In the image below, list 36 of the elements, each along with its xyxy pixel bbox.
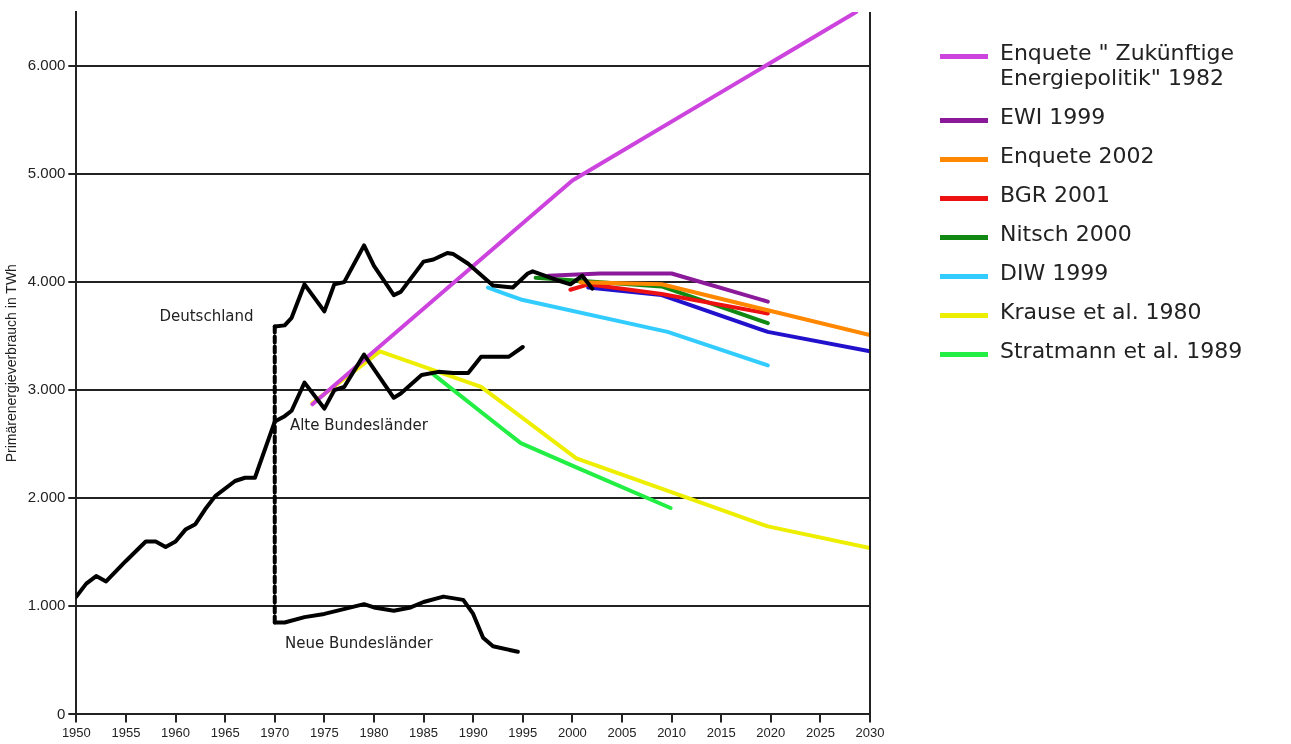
x-tick-label: 1950 [61,724,91,740]
x-tick-label: 1990 [458,724,488,740]
annotation: Alte Bundesländer [289,416,429,435]
x-tick-label: 1955 [111,724,141,740]
x-tick-label: 2025 [805,724,835,740]
x-tick-label: 2005 [607,724,637,740]
y-tick-label: 3.000 [27,380,66,398]
x-tick-label: 2000 [557,724,587,740]
legend-label: BGR 2001 [1000,182,1111,207]
y-tick-label: 1.000 [27,596,66,614]
y-tick-label: 0 [56,704,66,722]
legend-label: DIW 1999 [1000,260,1109,285]
x-tick-label: 1985 [409,724,439,740]
legend-label: Enquete 2002 [1000,143,1155,168]
x-tick-label: 1980 [359,724,389,740]
annotation: Neue Bundesländer [285,634,434,653]
y-tick-label: 5.000 [27,164,66,182]
x-tick-label: 1960 [161,724,191,740]
y-tick-label: 6.000 [27,56,66,74]
y-tick-label: 4.000 [27,272,66,290]
annotation: Deutschland [159,307,254,326]
x-tick-label: 1965 [210,724,240,740]
x-tick-label: 1995 [508,724,538,740]
x-tick-label: 2020 [756,724,786,740]
x-tick-label: 1970 [260,724,290,740]
x-tick-label: 1975 [309,724,339,740]
legend-label: Stratmann et al. 1989 [1000,338,1243,363]
x-tick-label: 2010 [657,724,687,740]
x-tick-label: 2015 [706,724,736,740]
legend-label: Krause et al. 1980 [1000,299,1202,324]
y-tick-label: 2.000 [27,488,66,506]
legend-label: EWI 1999 [1000,104,1106,129]
x-tick-label: 2030 [855,724,885,740]
y-axis-title: Primärenergieverbrauch in TWh [3,264,20,463]
legend-label: Nitsch 2000 [1000,221,1132,246]
legend-label: Enquete " Zukünftige Energiepolitik" 1982 [1000,40,1236,90]
